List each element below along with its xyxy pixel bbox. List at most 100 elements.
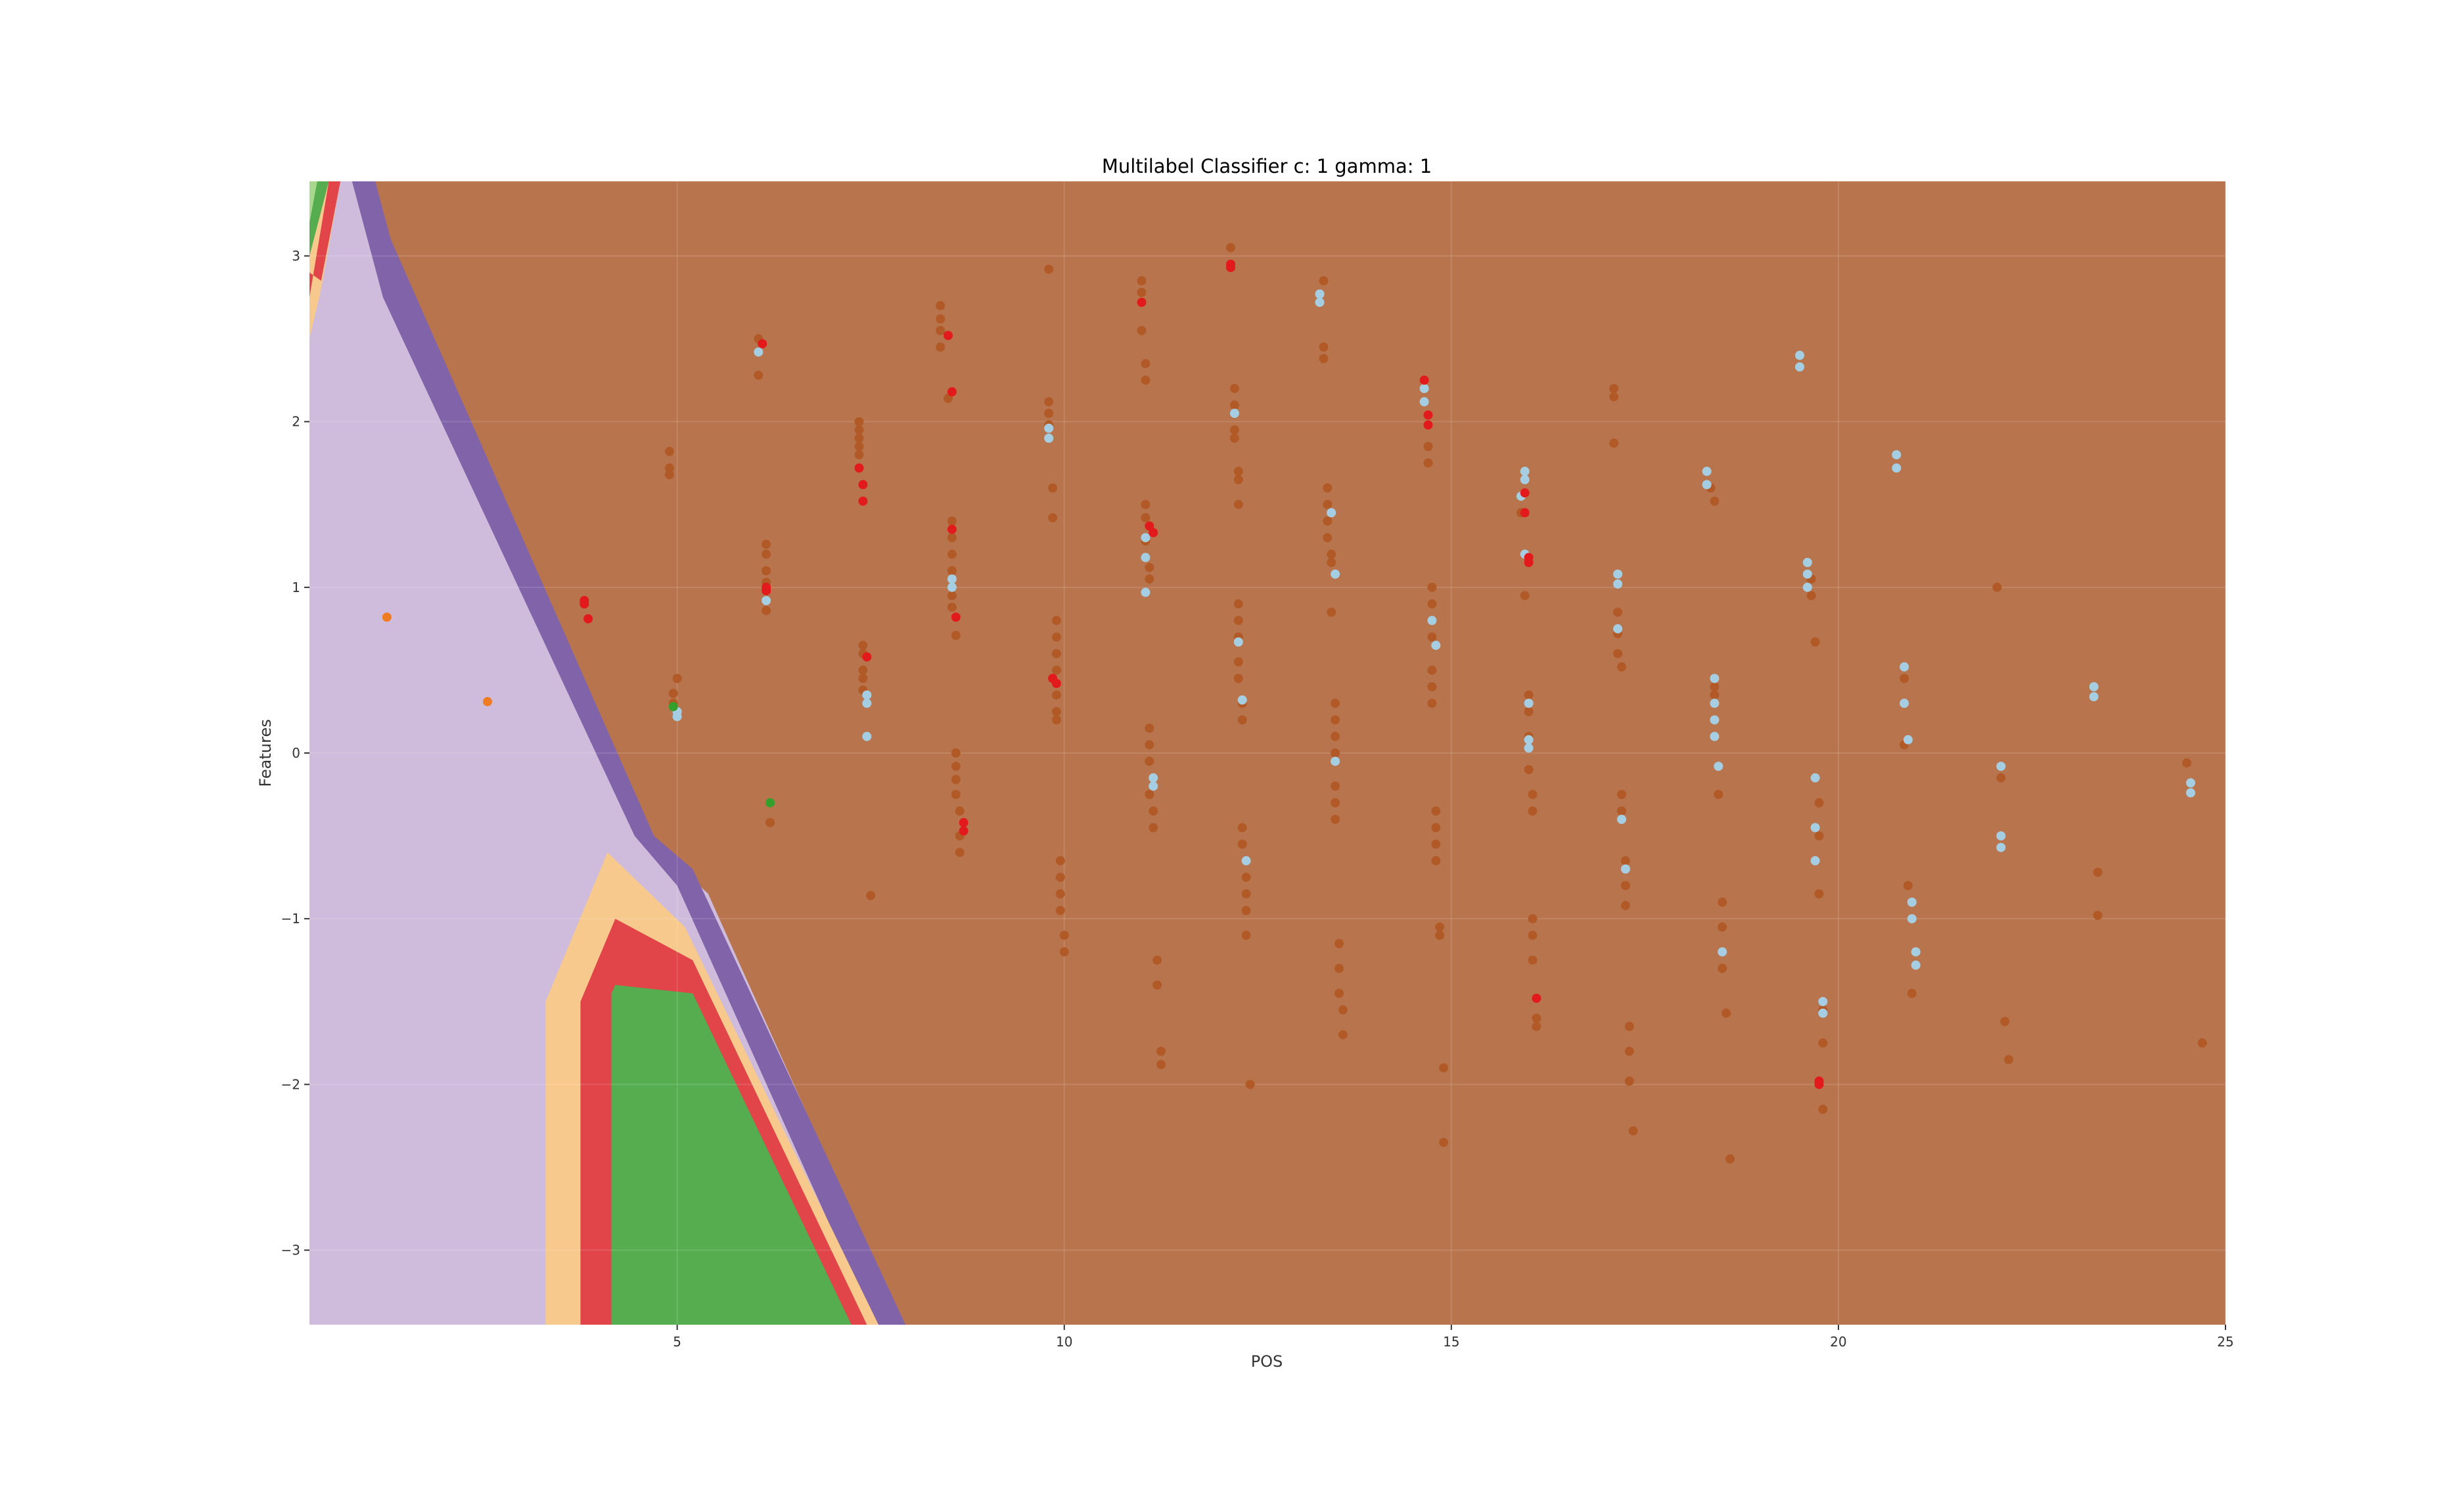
- data-point-s0-135: [1427, 698, 1437, 708]
- data-point-s0-69: [1141, 513, 1151, 522]
- data-point-s0-133: [1427, 665, 1437, 675]
- data-point-s0-53: [1051, 665, 1061, 675]
- data-point-s1-7: [947, 574, 957, 584]
- data-point-s2-15: [959, 826, 969, 836]
- data-point-s0-172: [1628, 1126, 1638, 1135]
- data-point-s0-152: [1528, 914, 1538, 924]
- data-point-s1-10: [1044, 433, 1054, 443]
- data-point-s0-162: [1613, 649, 1623, 658]
- data-point-s0-134: [1427, 682, 1437, 692]
- data-point-s0-136: [1431, 806, 1441, 816]
- data-point-s0-81: [1156, 1046, 1166, 1056]
- data-point-s0-52: [1051, 649, 1061, 658]
- data-point-s2-1: [580, 599, 589, 608]
- data-point-s1-68: [1996, 762, 2006, 771]
- decision-regions: [309, 181, 906, 1325]
- data-point-s3-0: [382, 612, 392, 622]
- data-point-s0-150: [1528, 790, 1538, 799]
- data-point-s2-17: [1051, 679, 1061, 689]
- data-point-s0-3: [672, 674, 682, 683]
- data-point-s0-4: [668, 689, 678, 698]
- data-point-s1-15: [1149, 781, 1158, 791]
- data-point-s0-46: [1044, 409, 1054, 418]
- data-point-s0-108: [1323, 483, 1333, 493]
- data-point-s1-54: [1810, 773, 1820, 783]
- data-point-s1-47: [1714, 762, 1723, 771]
- data-point-s1-9: [1044, 423, 1054, 433]
- scatter-points: [382, 242, 2207, 1164]
- y-tick-label-4: 1: [292, 580, 300, 595]
- data-point-s0-202: [2093, 911, 2103, 921]
- data-point-s0-155: [1532, 1013, 1541, 1023]
- data-point-s0-120: [1331, 798, 1340, 808]
- data-point-s0-193: [1900, 674, 1909, 683]
- data-point-s2-11: [947, 387, 957, 397]
- data-point-s0-13: [765, 817, 775, 827]
- data-point-s1-67: [1911, 960, 1921, 970]
- data-point-s0-63: [1137, 276, 1147, 286]
- data-point-s0-80: [1152, 980, 1162, 990]
- data-point-s1-56: [1810, 856, 1820, 865]
- data-point-s0-7: [754, 371, 764, 380]
- data-point-s0-153: [1528, 930, 1538, 940]
- data-point-s1-62: [1900, 698, 1909, 708]
- data-point-s0-58: [1055, 873, 1065, 882]
- data-point-s1-4: [862, 690, 872, 700]
- data-point-s0-121: [1331, 814, 1340, 824]
- data-point-s0-74: [1145, 740, 1154, 750]
- data-point-s0-89: [1233, 474, 1243, 484]
- data-point-s1-63: [1903, 735, 1913, 744]
- data-point-s3-1: [483, 697, 492, 706]
- x-tick-label-2: 15: [1443, 1334, 1459, 1350]
- data-point-s0-156: [1532, 1022, 1541, 1032]
- data-point-s1-21: [1315, 298, 1325, 308]
- data-point-s0-142: [1439, 1063, 1448, 1073]
- data-point-s0-28: [936, 342, 946, 352]
- data-point-s1-59: [1892, 450, 1902, 460]
- data-point-s1-19: [1241, 856, 1251, 865]
- data-point-s1-16: [1229, 409, 1239, 418]
- y-axis-label: Features: [256, 719, 275, 787]
- data-point-s0-87: [1229, 433, 1239, 443]
- data-point-s0-186: [1810, 637, 1820, 647]
- data-point-s2-29: [1524, 558, 1534, 567]
- data-point-s0-132: [1427, 632, 1437, 642]
- data-point-s0-192: [1818, 1105, 1828, 1114]
- data-point-s1-71: [2089, 682, 2099, 692]
- decision-region-6: [309, 181, 341, 298]
- data-point-s2-24: [1423, 410, 1433, 420]
- data-point-s0-105: [1319, 276, 1329, 286]
- data-point-s0-200: [2004, 1055, 2014, 1064]
- data-point-s1-29: [1520, 467, 1530, 476]
- data-point-s0-21: [858, 665, 868, 675]
- data-point-s0-34: [947, 591, 957, 601]
- y-tick-label-5: 2: [292, 414, 300, 430]
- data-point-s0-101: [1241, 889, 1251, 899]
- data-point-s0-176: [1710, 682, 1720, 692]
- data-point-s0-204: [2197, 1038, 2207, 1048]
- data-point-s1-45: [1710, 715, 1720, 725]
- data-point-s0-126: [1338, 1030, 1348, 1040]
- data-point-s1-33: [1524, 698, 1534, 708]
- data-point-s0-65: [1137, 326, 1147, 335]
- data-point-s1-50: [1795, 362, 1804, 372]
- data-point-s0-90: [1233, 499, 1243, 509]
- data-point-s1-52: [1802, 569, 1812, 579]
- data-point-s0-51: [1051, 632, 1061, 642]
- data-point-s2-6: [854, 463, 864, 473]
- data-point-s1-17: [1233, 637, 1243, 647]
- data-point-s2-18: [1137, 298, 1147, 308]
- data-point-s1-60: [1892, 463, 1902, 473]
- data-point-s0-84: [1229, 384, 1239, 394]
- data-point-s0-88: [1233, 467, 1243, 476]
- data-point-s0-125: [1338, 1005, 1348, 1015]
- data-point-s0-37: [951, 748, 961, 758]
- data-point-s0-38: [951, 762, 961, 771]
- data-point-s0-165: [1617, 806, 1626, 816]
- data-point-s0-181: [1718, 963, 1727, 973]
- data-point-s0-159: [1609, 438, 1619, 448]
- grid-lines: [309, 181, 2226, 1325]
- data-point-s1-24: [1331, 756, 1340, 766]
- data-point-s0-18: [854, 450, 864, 460]
